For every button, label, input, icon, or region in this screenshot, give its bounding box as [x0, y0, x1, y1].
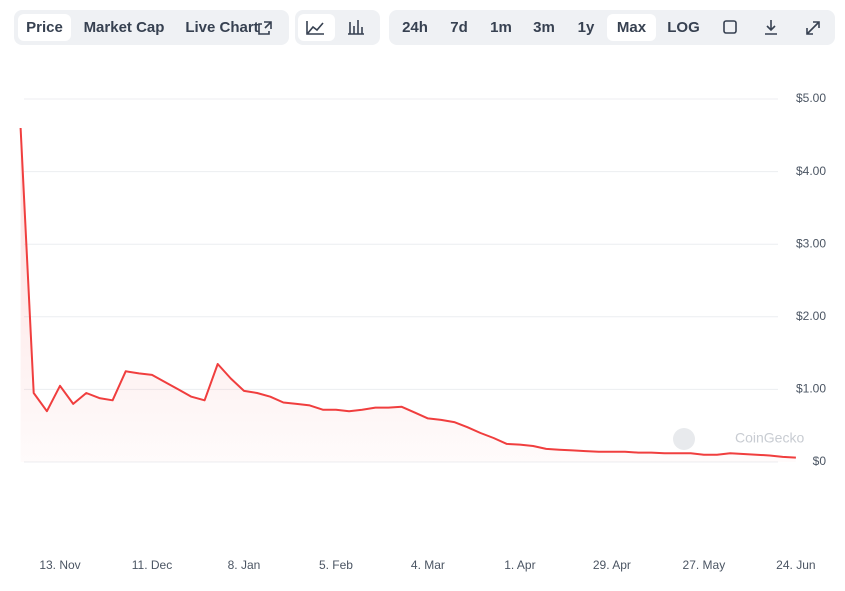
calendar-icon[interactable]	[723, 20, 737, 34]
y-tick-label: $2.00	[796, 309, 826, 323]
x-tick-label: 8. Jan	[228, 558, 261, 572]
y-tick-label: $3.00	[796, 236, 826, 250]
tab[interactable]: Market Cap	[84, 19, 165, 36]
tab[interactable]: Price	[26, 19, 63, 36]
range-button[interactable]: 1m	[490, 19, 512, 36]
watermark-logo	[673, 428, 695, 450]
range-button[interactable]: 24h	[402, 19, 428, 36]
tab[interactable]: Live Chart	[185, 19, 258, 36]
range-button[interactable]: 7d	[450, 19, 468, 36]
external-icon	[258, 21, 272, 35]
x-tick-label: 24. Jun	[776, 558, 815, 572]
y-tick-label: $4.00	[796, 164, 826, 178]
price-line	[19, 127, 796, 459]
range-button[interactable]: Max	[617, 19, 647, 36]
y-tick-label: $5.00	[796, 91, 826, 105]
tab-selected	[18, 14, 71, 41]
range-button[interactable]: 1y	[578, 19, 595, 36]
x-tick-label: 1. Apr	[504, 558, 535, 572]
x-tick-label: 5. Feb	[319, 558, 353, 572]
line-icon	[306, 21, 324, 35]
x-tick-label: 11. Dec	[132, 558, 172, 572]
x-tick-label: 27. May	[683, 558, 726, 572]
x-tick-label: 13. Nov	[39, 558, 80, 572]
line-type-button[interactable]	[298, 14, 335, 41]
fullscreen-icon[interactable]	[806, 21, 820, 35]
y-tick-label: $0	[813, 454, 827, 468]
y-tick-label: $1.00	[796, 382, 826, 396]
watermark: CoinGecko	[735, 430, 804, 446]
range-button[interactable]: LOG	[667, 19, 700, 36]
x-tick-label: 29. Apr	[593, 558, 631, 572]
x-tick-label: 4. Mar	[411, 558, 445, 572]
range-selected	[607, 14, 656, 41]
range-button[interactable]: 3m	[533, 19, 555, 36]
toolbar-group	[14, 10, 289, 45]
download-icon[interactable]	[765, 20, 777, 35]
area	[20, 128, 796, 462]
candle-icon[interactable]	[348, 20, 364, 35]
